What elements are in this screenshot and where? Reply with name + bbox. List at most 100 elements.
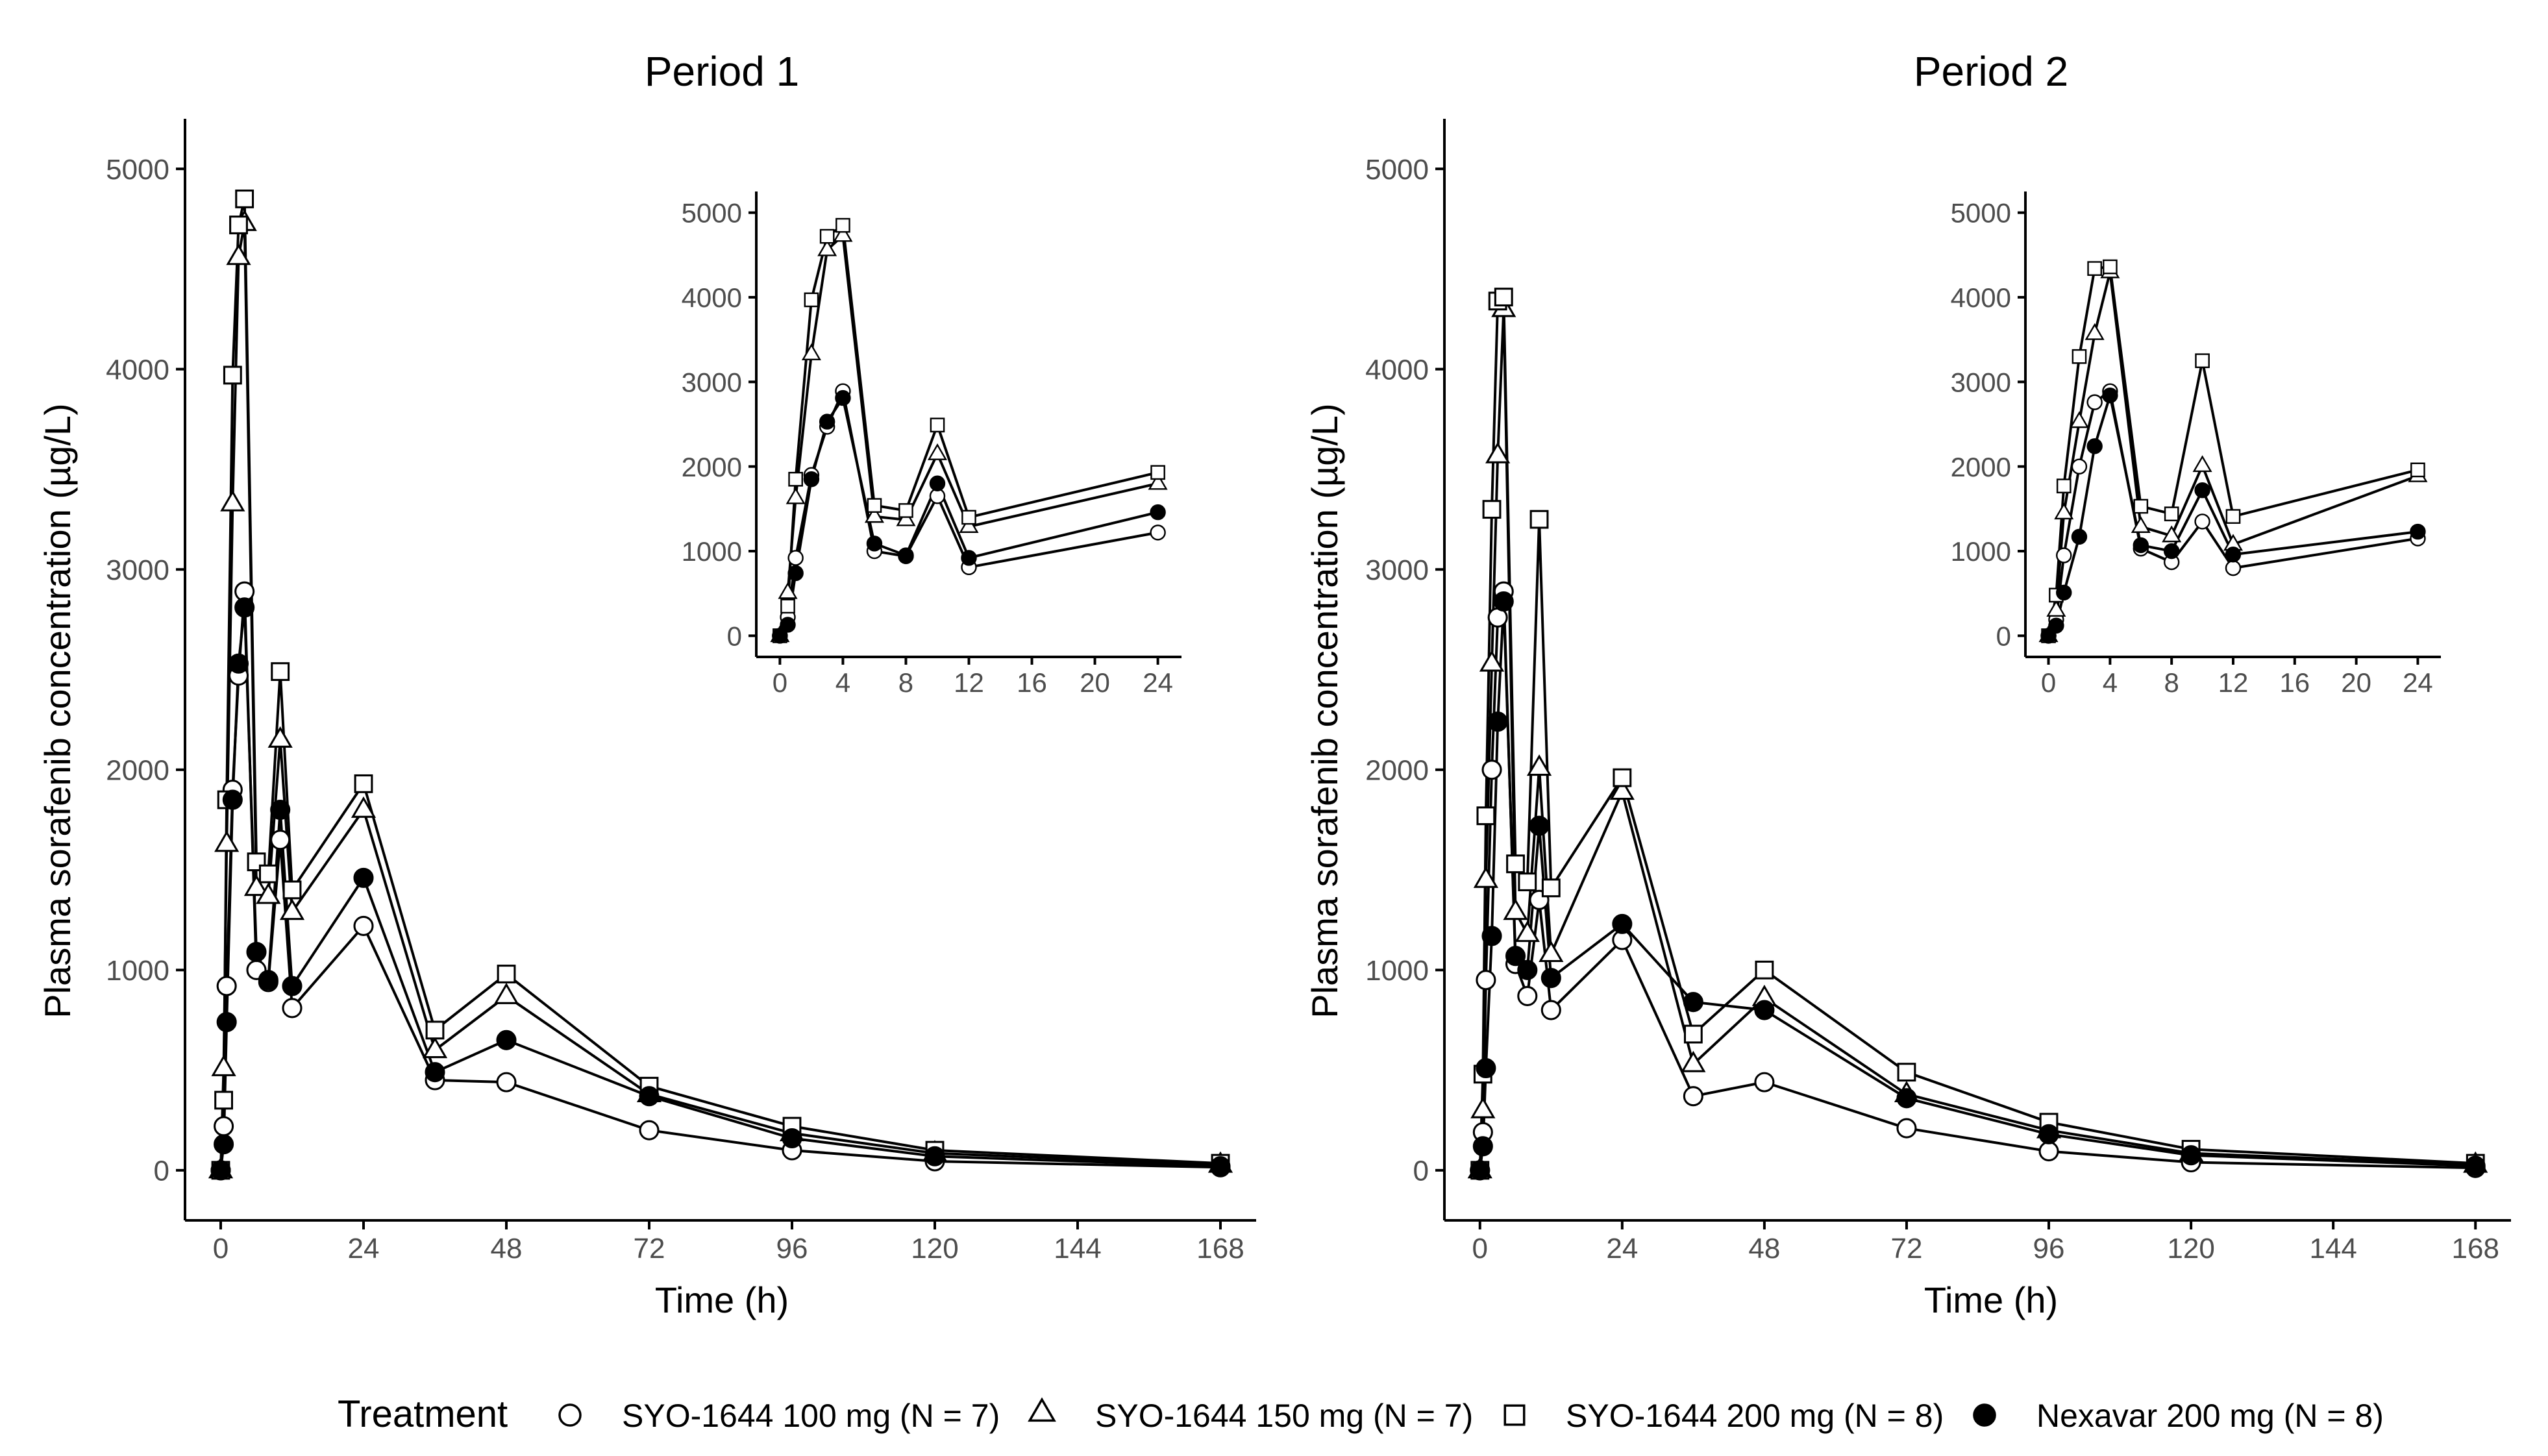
p1-main-y-tick-label: 4000 (106, 354, 169, 386)
p1-main-point-nexavar-200-mg-n-8 (246, 942, 267, 963)
p1-main-point-nexavar-200-mg-n-8 (258, 970, 278, 991)
p1-main-x-tick-label: 48 (491, 1233, 523, 1265)
p2-inset-point-nexavar-200-mg-n-8 (2410, 523, 2426, 540)
p2-inset-point-syo-1644-200-mg-n-8 (2056, 478, 2072, 493)
p2-main-point-nexavar-200-mg-n-8 (1529, 815, 1550, 836)
p1-inset-point-syo-1644-200-mg-n-8 (780, 598, 795, 614)
p1-inset-y-tick-label: 5000 (682, 198, 742, 228)
legend-key-triangle-open (1028, 1397, 1056, 1422)
p2-main-point-nexavar-200-mg-n-8 (1517, 959, 1538, 980)
legend: Treatment SYO-1644 100 mg (N = 7) SYO-16… (338, 1393, 2384, 1435)
p2-main-point-syo-1644-200-mg-n-8 (1613, 768, 1632, 787)
p1-main-point-syo-1644-100-mg-n-7 (282, 998, 303, 1018)
p1-main-point-syo-1644-150-mg-n-7 (422, 1037, 448, 1059)
p2-main-point-syo-1644-150-mg-n-7 (1681, 1050, 1706, 1072)
p1-main-x-tick-label: 168 (1196, 1233, 1244, 1265)
p2-main-point-syo-1644-100-mg-n-7 (1476, 970, 1496, 991)
p2-inset-point-syo-1644-150-mg-n-7 (2046, 600, 2066, 617)
p2-main-point-syo-1644-200-mg-n-8 (1476, 806, 1496, 826)
p2-main-point-syo-1644-150-mg-n-7 (1470, 1096, 1496, 1118)
p1-main-point-syo-1644-150-mg-n-7 (226, 243, 251, 265)
legend-label-nexavar-200: Nexavar 200 mg (N = 8) (2036, 1398, 2384, 1434)
p1-main-x-tick-label: 72 (634, 1233, 665, 1265)
p1-inset-point-syo-1644-200-mg-n-8 (867, 498, 882, 513)
p1-main-point-syo-1644-150-mg-n-7 (220, 489, 245, 512)
panel-title-period-2: Period 2 (1914, 48, 2068, 95)
p2-inset-y-tick-label: 5000 (1951, 198, 2011, 228)
p2-main-x-tick-label: 168 (2452, 1233, 2499, 1265)
p2-inset-x-tick-label: 8 (2164, 667, 2179, 698)
p1-main-point-syo-1644-200-mg-n-8 (214, 1091, 234, 1110)
p1-main-y-tick-label: 3000 (106, 554, 169, 586)
p1-inset-point-syo-1644-150-mg-n-7 (896, 509, 916, 526)
p2-inset-x-tick-label: 24 (2403, 667, 2433, 698)
p1-main-x-tick-label: 24 (348, 1233, 380, 1265)
p2-inset-y-tick-label: 1000 (1951, 536, 2011, 567)
period-1-inset-plot: 0 1000 2000 3000 4000 5000 0 4 8 12 16 20 24 (682, 191, 1181, 698)
p2-inset-point-syo-1644-100-mg-n-7 (2086, 394, 2103, 410)
p2-main-point-syo-1644-200-mg-n-8 (1494, 288, 1513, 307)
p2-inset-point-nexavar-200-mg-n-8 (2102, 387, 2118, 404)
y-axis-label-period-1: Plasma sorafenib concentration (µg/L) (37, 403, 78, 1018)
p2-inset-x-tick-label: 20 (2341, 667, 2371, 698)
p2-main-point-nexavar-200-mg-n-8 (2038, 1124, 2059, 1144)
p1-main-point-nexavar-200-mg-n-8 (353, 867, 374, 888)
p1-main-point-nexavar-200-mg-n-8 (214, 1134, 234, 1155)
legend-label-syo-200: SYO-1644 200 mg (N = 8) (1566, 1398, 1944, 1434)
p2-inset-point-syo-1644-200-mg-n-8 (2225, 509, 2241, 524)
p2-inset-point-syo-1644-150-mg-n-7 (2131, 516, 2151, 533)
p1-main-point-syo-1644-150-mg-n-7 (211, 1054, 236, 1076)
p2-main-point-syo-1644-150-mg-n-7 (1515, 920, 1540, 943)
legend-key-circle-filled (1973, 1403, 1996, 1427)
legend-key-circle-open (558, 1403, 582, 1427)
p1-inset-point-syo-1644-200-mg-n-8 (930, 417, 945, 433)
p2-inset-point-nexavar-200-mg-n-8 (2133, 537, 2149, 554)
p2-main-point-syo-1644-100-mg-n-7 (1540, 1000, 1561, 1020)
p2-inset-point-nexavar-200-mg-n-8 (2225, 547, 2242, 563)
p2-inset-point-syo-1644-200-mg-n-8 (2133, 499, 2149, 514)
p2-inset-y-tick-label: 3000 (1951, 367, 2011, 397)
p2-main-point-syo-1644-150-mg-n-7 (1539, 941, 1564, 963)
p2-inset-point-nexavar-200-mg-n-8 (2048, 617, 2064, 634)
p1-main-point-nexavar-200-mg-n-8 (216, 1012, 237, 1033)
p1-inset-point-syo-1644-200-mg-n-8 (961, 510, 976, 525)
p2-main-x-tick-label: 24 (1606, 1233, 1638, 1265)
p2-main-y-tick-label: 4000 (1365, 354, 1429, 386)
p2-main-point-syo-1644-200-mg-n-8 (1897, 1063, 1916, 1082)
p1-inset-point-syo-1644-100-mg-n-7 (1150, 524, 1166, 541)
p2-inset-x-tick-label: 4 (2103, 667, 2118, 698)
legend-label-syo-100: SYO-1644 100 mg (N = 7) (622, 1398, 1000, 1434)
p2-inset-y-tick-label: 0 (1996, 621, 2011, 652)
p2-main-point-syo-1644-150-mg-n-7 (1503, 898, 1528, 920)
p1-main-point-nexavar-200-mg-n-8 (210, 1160, 231, 1181)
p1-main-point-nexavar-200-mg-n-8 (234, 597, 255, 618)
p1-inset-point-nexavar-200-mg-n-8 (1150, 504, 1166, 521)
p1-inset-point-nexavar-200-mg-n-8 (787, 565, 804, 582)
p1-main-point-syo-1644-100-mg-n-7 (639, 1120, 660, 1141)
p1-inset-point-syo-1644-200-mg-n-8 (1150, 465, 1165, 480)
p1-main-point-syo-1644-150-mg-n-7 (243, 874, 269, 896)
p1-main-point-nexavar-200-mg-n-8 (924, 1146, 945, 1166)
p1-main-point-nexavar-200-mg-n-8 (639, 1086, 660, 1107)
p1-inset-point-nexavar-200-mg-n-8 (961, 550, 977, 566)
p2-inset-point-nexavar-200-mg-n-8 (2071, 528, 2088, 545)
p1-main-point-syo-1644-150-mg-n-7 (279, 898, 305, 920)
p2-main-point-syo-1644-150-mg-n-7 (1609, 778, 1635, 800)
p1-inset-point-syo-1644-150-mg-n-7 (1148, 473, 1168, 490)
p2-main-x-tick-label: 72 (1890, 1233, 1922, 1265)
p2-main-point-syo-1644-200-mg-n-8 (1541, 878, 1561, 898)
p2-inset-point-syo-1644-150-mg-n-7 (2069, 411, 2089, 428)
p2-main-point-nexavar-200-mg-n-8 (1470, 1160, 1490, 1181)
p1-inset-point-nexavar-200-mg-n-8 (803, 471, 820, 487)
p1-main-point-syo-1644-200-mg-n-8 (235, 189, 254, 208)
p1-main-x-tick-label: 96 (776, 1233, 808, 1265)
p2-inset-y-tick-label: 4000 (1951, 282, 2011, 313)
p2-main-point-nexavar-200-mg-n-8 (1487, 711, 1508, 732)
p2-main-point-nexavar-200-mg-n-8 (1540, 968, 1561, 989)
p1-inset-point-syo-1644-200-mg-n-8 (835, 217, 850, 233)
p2-main-x-tick-label: 144 (2309, 1233, 2356, 1265)
p1-inset-x-tick-label: 24 (1143, 667, 1173, 698)
